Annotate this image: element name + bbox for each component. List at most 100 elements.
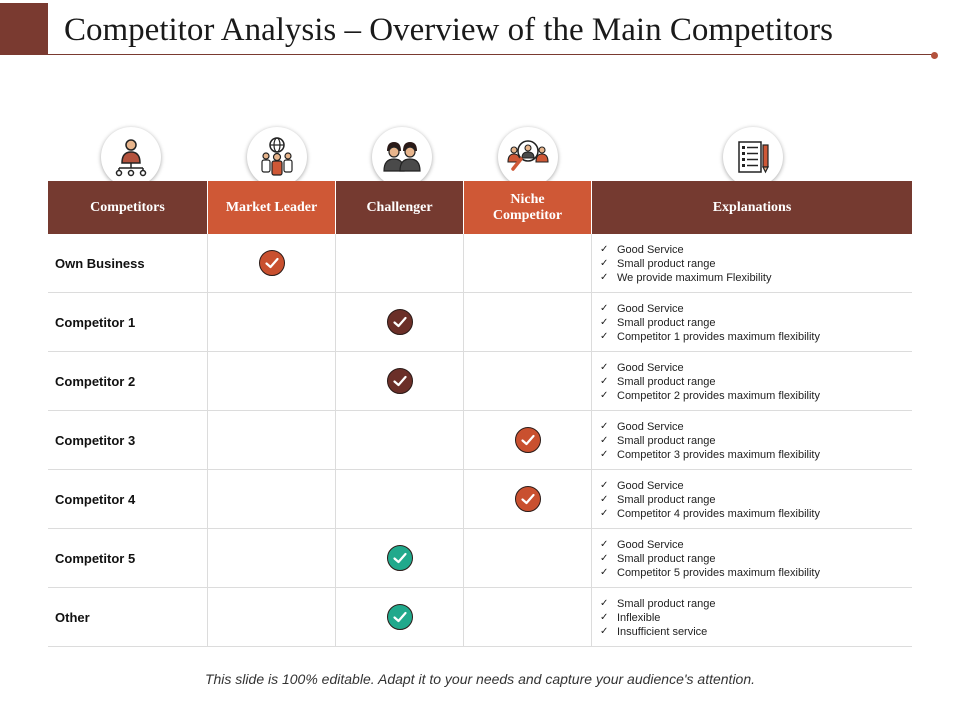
category-cell [464,293,592,351]
explanation-item: ✓ Good Service [600,361,820,375]
explanation-list: ✓ Good Service ✓ Small product range ✓ Compet… [600,420,820,462]
header-niche-competitor: Niche Competitor [464,181,592,234]
checkmark-icon: ✓ [600,553,609,564]
explanation-text: Good Service [617,539,684,551]
checkmark-icon: ✓ [600,272,609,283]
explanation-text: We provide maximum Flexibility [617,272,772,284]
explanation-text: Small product range [617,258,716,270]
explanation-text: Competitor 3 provides maximum flexibilit… [617,449,820,461]
two-people-icon [372,127,432,187]
check-circle-icon [258,250,285,276]
check-circle-icon [386,368,413,394]
category-cell [208,588,336,646]
explanation-list: ✓ Small product range ✓ Inflexible ✓ Insuffic… [600,597,715,639]
category-cell [464,588,592,646]
table-header: Competitors Market Leader Challenger Nic… [48,181,912,234]
check-circle-icon [514,427,541,453]
checkmark-icon: ✓ [600,435,609,446]
explanations-cell: ✓ Good Service ✓ Small product range ✓ Compet… [592,352,912,410]
explanation-item: ✓ Small product range [600,597,715,611]
explanation-item: ✓ Good Service [600,302,820,316]
explanation-item: ✓ Competitor 5 provides maximum flexibili… [600,566,820,580]
checkmark-icon: ✓ [600,449,609,460]
org-chart-icon [101,127,161,187]
checkmark-icon: ✓ [600,612,609,623]
explanation-list: ✓ Good Service ✓ Small product range ✓ Compet… [600,479,820,521]
category-cell [336,352,464,410]
table-row: Other ✓ Small product range ✓ Inflexible ✓ Ins… [48,588,912,647]
checkmark-icon: ✓ [600,626,609,637]
explanation-text: Small product range [617,317,716,329]
explanation-list: ✓ Good Service ✓ Small product range ✓ Compet… [600,302,820,344]
explanation-text: Good Service [617,480,684,492]
title-divider-dot [931,52,938,59]
category-cell [208,234,336,292]
explanation-item: ✓ Good Service [600,243,771,257]
category-cell [464,411,592,469]
explanation-item: ✓ Good Service [600,420,820,434]
explanation-text: Competitor 4 provides maximum flexibilit… [617,508,820,520]
explanation-text: Inflexible [617,612,661,624]
category-cell [208,411,336,469]
magnify-people-icon [498,127,558,187]
explanation-text: Small product range [617,598,716,610]
explanations-cell: ✓ Good Service ✓ Small product range ✓ Compet… [592,411,912,469]
checkmark-icon: ✓ [600,303,609,314]
checkmark-icon: ✓ [600,598,609,609]
explanation-item: ✓ Small product range [600,375,820,389]
category-cell [336,293,464,351]
category-cell [208,293,336,351]
explanation-text: Small product range [617,435,716,447]
global-team-icon [247,127,307,187]
table-body: Own Business ✓ Good Service ✓ Small product … [48,234,912,647]
row-name: Competitor 1 [48,293,208,351]
explanation-item: ✓ We provide maximum Flexibility [600,271,771,285]
explanations-cell: ✓ Good Service ✓ Small product range ✓ Compet… [592,470,912,528]
explanations-cell: ✓ Good Service ✓ Small product range ✓ Compet… [592,293,912,351]
explanation-item: ✓ Competitor 1 provides maximum flexibili… [600,330,820,344]
table-row: Own Business ✓ Good Service ✓ Small product … [48,234,912,293]
category-cell [464,234,592,292]
category-cell [336,411,464,469]
category-cell [336,234,464,292]
checkmark-icon: ✓ [600,244,609,255]
header-market-leader: Market Leader [208,181,336,234]
checkmark-icon: ✓ [600,567,609,578]
explanation-item: ✓ Small product range [600,434,820,448]
explanations-cell: ✓ Good Service ✓ Small product range ✓ We pro… [592,234,912,292]
checkmark-icon: ✓ [600,317,609,328]
explanation-text: Small product range [617,553,716,565]
category-cell [208,470,336,528]
explanation-item: ✓ Inflexible [600,611,715,625]
explanation-item: ✓ Small product range [600,493,820,507]
explanation-item: ✓ Small product range [600,316,820,330]
category-cell [464,352,592,410]
category-cell [336,588,464,646]
category-cell [208,352,336,410]
explanation-list: ✓ Good Service ✓ Small product range ✓ Compet… [600,538,820,580]
explanation-text: Insufficient service [617,626,708,638]
explanations-cell: ✓ Good Service ✓ Small product range ✓ Compet… [592,529,912,587]
check-circle-icon [514,486,541,512]
table-row: Competitor 3 ✓ Good Service ✓ Small product … [48,411,912,470]
checkmark-icon: ✓ [600,421,609,432]
explanation-item: ✓ Good Service [600,479,820,493]
explanation-text: Competitor 1 provides maximum flexibilit… [617,331,820,343]
checkmark-icon: ✓ [600,508,609,519]
explanation-text: Small product range [617,376,716,388]
explanation-item: ✓ Competitor 3 provides maximum flexibili… [600,448,820,462]
checkmark-icon: ✓ [600,258,609,269]
footer-note: This slide is 100% editable. Adapt it to… [204,671,756,687]
table-row: Competitor 1 ✓ Good Service ✓ Small product … [48,293,912,352]
check-circle-icon [386,604,413,630]
row-name: Competitor 3 [48,411,208,469]
explanation-text: Good Service [617,303,684,315]
explanation-text: Good Service [617,244,684,256]
explanation-item: ✓ Insufficient service [600,625,715,639]
explanation-list: ✓ Good Service ✓ Small product range ✓ We pro… [600,243,771,285]
table-row: Competitor 4 ✓ Good Service ✓ Small product … [48,470,912,529]
title-divider [48,54,934,55]
checkmark-icon: ✓ [600,539,609,550]
explanation-list: ✓ Good Service ✓ Small product range ✓ Compet… [600,361,820,403]
checkmark-icon: ✓ [600,362,609,373]
